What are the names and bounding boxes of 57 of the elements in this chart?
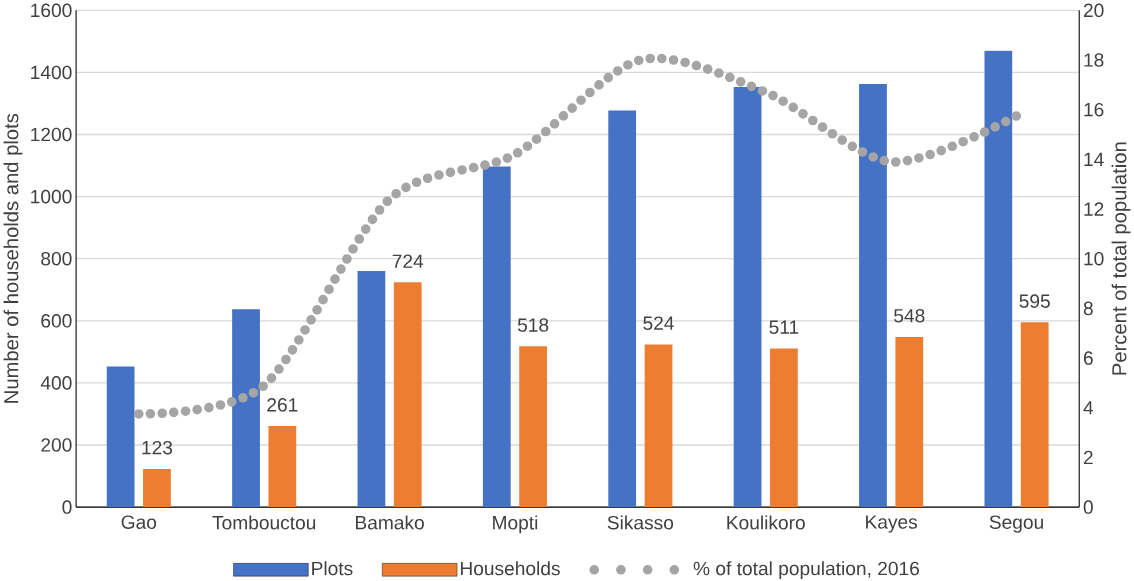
y2-tick-label: 0: [1083, 500, 1093, 514]
data-label: 123: [142, 440, 173, 455]
x-tick-label: Gao: [121, 515, 157, 529]
legend-label: Households: [460, 561, 560, 576]
y-tick-label: 1600: [31, 3, 72, 18]
bar: [608, 110, 637, 508]
y-tick-label: 0: [62, 500, 72, 514]
x-tick-label: Bamako: [356, 515, 424, 530]
data-label: 724: [392, 254, 424, 268]
x-tick-label: Segou: [989, 515, 1043, 533]
x-tick-label: Sikasso: [607, 515, 674, 530]
y2-tick-label: 12: [1084, 202, 1104, 216]
bar: [859, 83, 887, 508]
y2-tick-label: 8: [1083, 301, 1093, 316]
data-label: 261: [267, 398, 298, 412]
y2-tick-label: 14: [1084, 152, 1104, 166]
bar: [519, 346, 548, 508]
y-tick-label: 1400: [31, 65, 72, 80]
y-tick-label: 800: [41, 251, 72, 266]
bar: [268, 426, 297, 508]
bar: [143, 468, 171, 508]
bar: [984, 50, 1013, 508]
legend-label: Plots: [312, 561, 353, 576]
data-label: 511: [769, 320, 799, 334]
bar: [1020, 322, 1049, 508]
y-tick-label: 200: [41, 438, 72, 452]
x-tick-label: Kayes: [866, 515, 918, 533]
bar: [733, 87, 762, 508]
bar: [232, 309, 260, 508]
y2-tick-label: 2: [1083, 450, 1093, 465]
x-tick-label: Koulikoro: [727, 515, 805, 530]
bar: [770, 348, 798, 508]
bar: [106, 366, 135, 508]
x-tick-label: Tombouctou: [212, 515, 316, 530]
bar: [482, 166, 511, 508]
y-tick-label: 400: [40, 376, 72, 390]
data-label: 548: [894, 308, 925, 323]
y2-tick-label: 4: [1083, 401, 1094, 415]
y2-tick-label: 18: [1084, 53, 1104, 67]
legend-label: % of total population, 2016: [693, 561, 919, 580]
x-tick-label: Mopti: [493, 515, 538, 534]
y-tick-label: 600: [41, 314, 72, 328]
y-tick-label: 1000: [31, 189, 72, 204]
y2-tick-label: 16: [1084, 102, 1104, 117]
y-tick-label: 1200: [31, 127, 72, 142]
y2-tick-label: 6: [1083, 351, 1093, 365]
data-label: 595: [1019, 294, 1050, 308]
y-axis-title: Number of households and plots: [3, 113, 23, 403]
y2-tick-label: 10: [1084, 251, 1104, 266]
data-label: 518: [517, 318, 549, 332]
y2-axis-title: Percent of total population: [1111, 142, 1131, 375]
bar: [357, 271, 386, 508]
bar: [393, 282, 422, 508]
data-label: 524: [643, 316, 674, 330]
bar: [644, 344, 673, 508]
y2-tick-label: 20: [1083, 3, 1104, 18]
bar: [895, 336, 924, 508]
